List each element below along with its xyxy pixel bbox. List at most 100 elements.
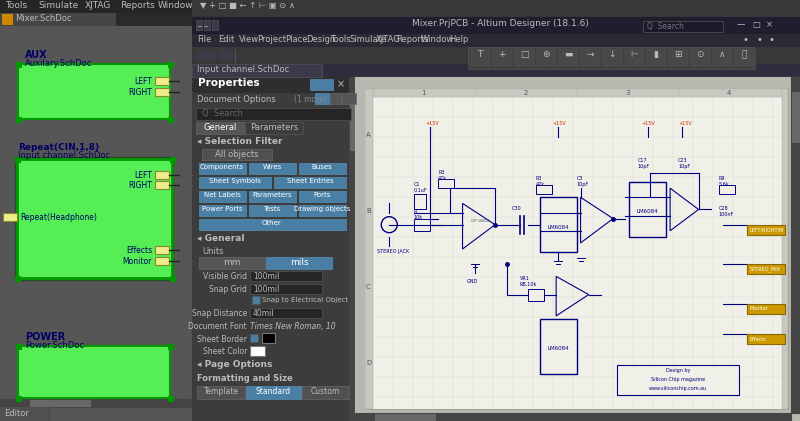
Text: Sheet Entries: Sheet Entries <box>286 178 334 184</box>
Text: T: T <box>478 50 482 59</box>
Bar <box>18 346 170 398</box>
Text: +15V: +15V <box>678 121 692 126</box>
Text: Tools: Tools <box>330 35 350 44</box>
Text: www.siliconchip.com.au: www.siliconchip.com.au <box>649 386 707 391</box>
Bar <box>249 205 296 216</box>
Bar <box>199 205 246 216</box>
Bar <box>250 271 322 281</box>
Bar <box>528 288 544 301</box>
Bar <box>537 49 556 66</box>
Bar <box>192 77 355 421</box>
Text: Effects: Effects <box>750 337 766 341</box>
Text: Net Labels: Net Labels <box>203 192 241 198</box>
Bar <box>747 264 786 274</box>
Text: +15V: +15V <box>426 121 440 126</box>
Text: ◂ Page Options: ◂ Page Options <box>197 360 272 369</box>
Bar <box>438 179 454 188</box>
Text: Window: Window <box>421 35 454 44</box>
Bar <box>251 335 257 341</box>
Text: Visible Grid: Visible Grid <box>203 272 247 281</box>
Bar <box>192 64 800 77</box>
Bar <box>643 21 723 32</box>
Bar <box>16 344 21 349</box>
Bar <box>18 64 170 119</box>
Bar <box>155 181 169 189</box>
Text: POWER: POWER <box>25 332 66 342</box>
Text: C23
10pF: C23 10pF <box>678 158 690 168</box>
Text: Design: Design <box>306 35 335 44</box>
Bar <box>155 77 169 85</box>
Text: View: View <box>239 35 259 44</box>
Text: Properties: Properties <box>198 78 260 88</box>
Text: 100mil: 100mil <box>253 285 279 294</box>
Bar <box>262 333 275 343</box>
Text: R3
47k: R3 47k <box>536 176 545 187</box>
Text: •: • <box>768 35 774 45</box>
Bar <box>30 400 90 406</box>
Text: All objects: All objects <box>215 150 258 159</box>
Bar <box>792 92 799 142</box>
Bar <box>155 257 169 265</box>
Bar <box>196 50 202 60</box>
Text: Help: Help <box>449 35 468 44</box>
Text: C28
100nF: C28 100nF <box>719 206 734 217</box>
Text: LM6084: LM6084 <box>547 346 569 351</box>
Bar <box>355 77 800 421</box>
Text: Ports: Ports <box>314 192 330 198</box>
Text: Design by: Design by <box>666 368 690 373</box>
Text: ×: × <box>766 20 773 29</box>
Text: OP GBDE: OP GBDE <box>470 218 490 223</box>
Bar <box>192 17 800 34</box>
Bar <box>342 93 356 104</box>
Bar <box>274 177 346 188</box>
Bar <box>669 49 688 66</box>
Bar <box>719 185 735 194</box>
Text: Snap Distance: Snap Distance <box>192 309 247 318</box>
Bar <box>245 122 303 134</box>
Bar <box>192 77 355 92</box>
Bar <box>212 20 218 30</box>
Text: LEFT: LEFT <box>134 77 152 86</box>
Text: C17
10pF: C17 10pF <box>638 158 650 168</box>
Bar <box>16 396 21 401</box>
Text: Parameters: Parameters <box>250 123 298 132</box>
Text: +15V: +15V <box>642 121 655 126</box>
Text: 100mil: 100mil <box>253 272 279 281</box>
Bar <box>197 386 245 399</box>
Text: —: — <box>737 20 746 29</box>
Text: Sheet Border: Sheet Border <box>197 335 247 344</box>
Text: LEFT/RIGHT/M: LEFT/RIGHT/M <box>750 227 784 232</box>
Bar <box>199 177 271 188</box>
Text: Document Options: Document Options <box>197 95 276 104</box>
Bar <box>0 26 192 421</box>
Text: RIGHT: RIGHT <box>128 88 152 97</box>
Text: Sheet Symbols: Sheet Symbols <box>209 178 261 184</box>
Bar <box>647 49 666 66</box>
Bar <box>16 62 21 67</box>
Bar <box>227 50 233 60</box>
Bar <box>250 346 265 356</box>
Text: Components: Components <box>200 164 244 170</box>
Text: STEREO JACK: STEREO JACK <box>377 249 410 254</box>
Bar <box>168 62 173 67</box>
Text: Edit: Edit <box>218 35 234 44</box>
Text: Input channel.SchDoc: Input channel.SchDoc <box>18 151 110 160</box>
Text: Tests: Tests <box>263 206 281 212</box>
Text: •: • <box>756 35 762 45</box>
Bar <box>192 64 322 77</box>
Text: ×: × <box>337 79 345 89</box>
Bar <box>249 191 296 202</box>
Text: Input channel.SchDoc: Input channel.SchDoc <box>197 65 289 74</box>
Bar <box>246 386 301 399</box>
Text: R9
5.6k: R9 5.6k <box>719 176 730 187</box>
Text: Power.SchDoc: Power.SchDoc <box>25 341 84 350</box>
Text: LM6084: LM6084 <box>547 225 569 230</box>
Text: LM6084: LM6084 <box>637 210 658 214</box>
Bar <box>791 77 800 413</box>
Text: •: • <box>743 35 749 45</box>
Text: Snap to Electrical Object: Snap to Electrical Object <box>262 297 348 303</box>
Bar <box>199 191 246 202</box>
Text: Drawing objects: Drawing objects <box>294 206 350 212</box>
Text: D: D <box>366 360 371 366</box>
Text: Snap Grid: Snap Grid <box>209 285 247 294</box>
